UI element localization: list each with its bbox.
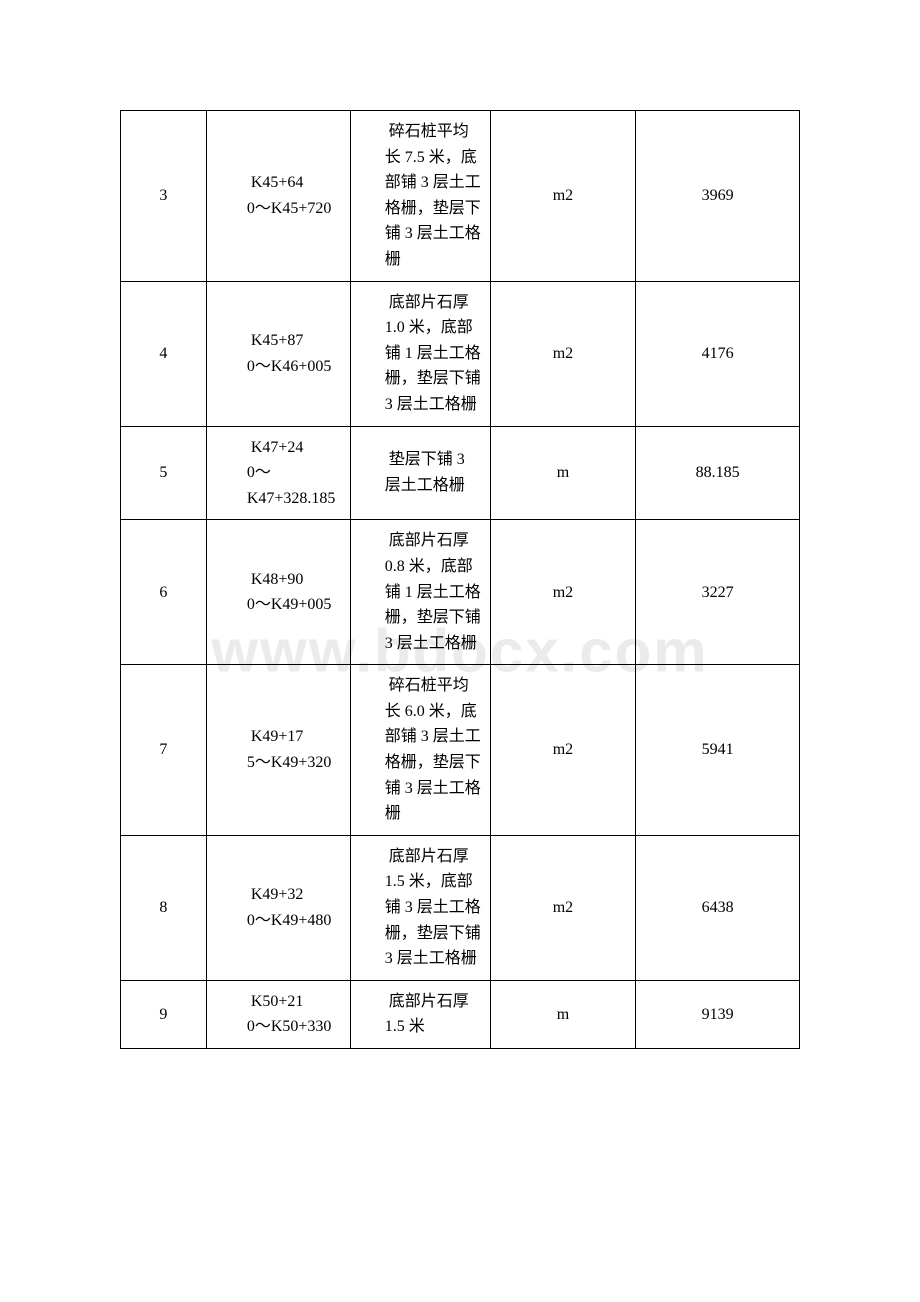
station-range: K49+320～K49+480 (206, 835, 350, 980)
unit: m2 (490, 281, 636, 426)
row-number: 6 (121, 520, 207, 665)
unit: m2 (490, 835, 636, 980)
unit: m2 (490, 520, 636, 665)
table-row: 9 K50+210～K50+330 底部片石厚 1.5 米 m 9139 (121, 980, 800, 1048)
table-row: 3 K45+640～K45+720 碎石桩平均长 7.5 米，底部铺 3 层土工… (121, 111, 800, 282)
table-row: 5 K47+240～K47+328.185 垫层下铺 3 层土工格栅 m 88.… (121, 426, 800, 520)
station-range: K48+900～K49+005 (206, 520, 350, 665)
row-number: 5 (121, 426, 207, 520)
unit: m2 (490, 665, 636, 836)
station-range: K45+870～K46+005 (206, 281, 350, 426)
unit: m (490, 980, 636, 1048)
description: 底部片石厚 1.0 米，底部铺 1 层土工格栅，垫层下铺 3 层土工格栅 (350, 281, 490, 426)
data-table: 3 K45+640～K45+720 碎石桩平均长 7.5 米，底部铺 3 层土工… (120, 110, 800, 1049)
description: 垫层下铺 3 层土工格栅 (350, 426, 490, 520)
row-number: 8 (121, 835, 207, 980)
quantity: 6438 (636, 835, 800, 980)
description: 碎石桩平均长 7.5 米，底部铺 3 层土工格栅，垫层下铺 3 层土工格栅 (350, 111, 490, 282)
description: 底部片石厚 0.8 米，底部铺 1 层土工格栅，垫层下铺 3 层土工格栅 (350, 520, 490, 665)
row-number: 7 (121, 665, 207, 836)
quantity: 88.185 (636, 426, 800, 520)
unit: m (490, 426, 636, 520)
station-range: K45+640～K45+720 (206, 111, 350, 282)
quantity: 4176 (636, 281, 800, 426)
description: 碎石桩平均长 6.0 米，底部铺 3 层土工格栅，垫层下铺 3 层土工格栅 (350, 665, 490, 836)
table-row: 4 K45+870～K46+005 底部片石厚 1.0 米，底部铺 1 层土工格… (121, 281, 800, 426)
description: 底部片石厚 1.5 米，底部铺 3 层土工格栅，垫层下铺 3 层土工格栅 (350, 835, 490, 980)
quantity: 3969 (636, 111, 800, 282)
table-row: 8 K49+320～K49+480 底部片石厚 1.5 米，底部铺 3 层土工格… (121, 835, 800, 980)
unit: m2 (490, 111, 636, 282)
quantity: 3227 (636, 520, 800, 665)
quantity: 9139 (636, 980, 800, 1048)
station-range: K47+240～K47+328.185 (206, 426, 350, 520)
row-number: 9 (121, 980, 207, 1048)
table-row: 6 K48+900～K49+005 底部片石厚 0.8 米，底部铺 1 层土工格… (121, 520, 800, 665)
row-number: 3 (121, 111, 207, 282)
quantity: 5941 (636, 665, 800, 836)
row-number: 4 (121, 281, 207, 426)
station-range: K49+175～K49+320 (206, 665, 350, 836)
station-range: K50+210～K50+330 (206, 980, 350, 1048)
table-row: 7 K49+175～K49+320 碎石桩平均长 6.0 米，底部铺 3 层土工… (121, 665, 800, 836)
description: 底部片石厚 1.5 米 (350, 980, 490, 1048)
